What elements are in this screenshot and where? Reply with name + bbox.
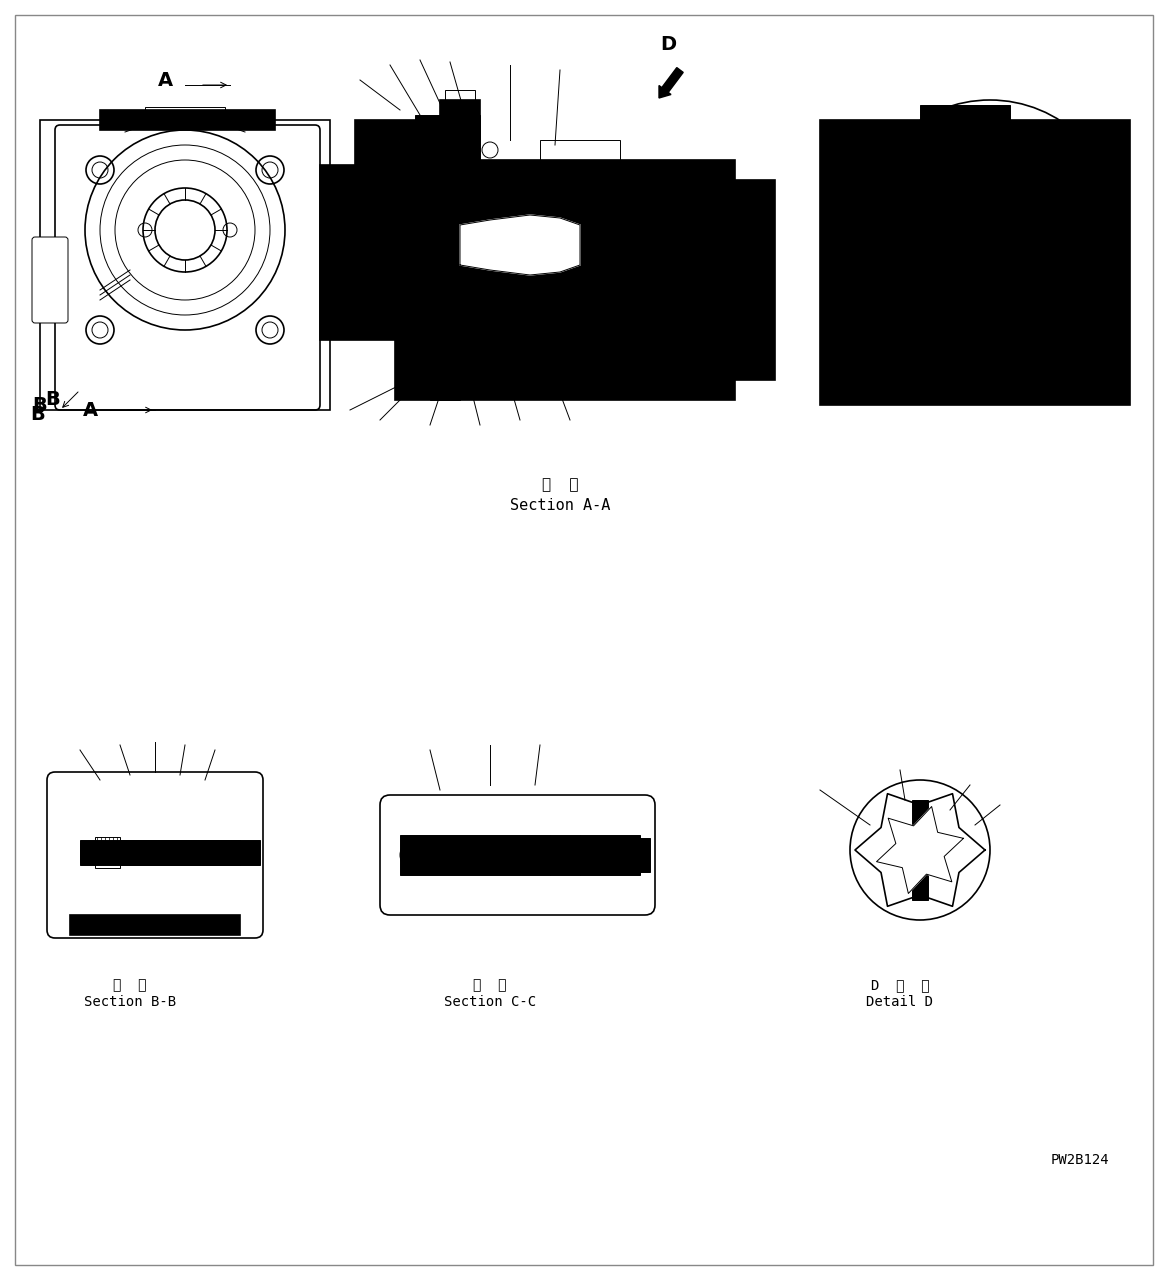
Bar <box>912 800 929 900</box>
Bar <box>331 252 334 260</box>
Text: B: B <box>33 396 48 415</box>
Bar <box>79 840 260 865</box>
FancyBboxPatch shape <box>32 237 68 323</box>
Text: C: C <box>1085 210 1099 229</box>
Bar <box>920 105 1010 125</box>
Text: Section B-B: Section B-B <box>84 995 176 1009</box>
Bar <box>79 844 95 861</box>
FancyBboxPatch shape <box>55 125 320 410</box>
Bar <box>371 252 376 260</box>
Bar <box>430 340 460 399</box>
Bar <box>366 252 370 260</box>
Bar <box>355 120 480 165</box>
Bar <box>600 160 630 172</box>
Text: C: C <box>1100 291 1114 308</box>
Bar <box>695 180 776 380</box>
Polygon shape <box>855 794 985 906</box>
Text: D: D <box>660 35 676 54</box>
FancyBboxPatch shape <box>380 795 655 915</box>
Bar <box>342 252 346 260</box>
Text: A: A <box>83 401 98 420</box>
Bar <box>348 252 352 260</box>
Text: Detail D: Detail D <box>867 995 933 1009</box>
FancyBboxPatch shape <box>47 772 263 938</box>
Text: 断  面: 断 面 <box>113 978 147 992</box>
Bar <box>360 252 364 260</box>
Bar <box>145 108 225 125</box>
Bar <box>930 105 1000 115</box>
Polygon shape <box>876 806 964 893</box>
Bar <box>95 837 120 868</box>
Bar <box>70 915 239 934</box>
Text: B: B <box>46 390 60 410</box>
Text: Section C-C: Section C-C <box>444 995 536 1009</box>
Text: D  詳  細: D 詳 細 <box>870 978 930 992</box>
Bar <box>100 110 274 131</box>
Text: B: B <box>30 404 44 424</box>
Bar <box>651 225 680 255</box>
Bar <box>354 252 359 260</box>
Polygon shape <box>460 215 580 275</box>
Bar <box>635 838 651 872</box>
Text: Section A-A: Section A-A <box>509 498 610 512</box>
Bar <box>600 230 645 250</box>
FancyArrow shape <box>659 68 683 99</box>
Bar <box>320 165 450 340</box>
Bar <box>820 120 1129 404</box>
Bar <box>120 840 239 865</box>
Bar <box>395 160 735 399</box>
Bar <box>540 140 620 170</box>
Bar <box>399 835 640 876</box>
Bar <box>440 100 480 125</box>
Bar <box>336 252 340 260</box>
Text: 断  面: 断 面 <box>473 978 507 992</box>
Bar <box>430 125 480 160</box>
Bar <box>445 90 475 105</box>
Bar <box>331 225 710 255</box>
Text: A: A <box>158 70 173 90</box>
Bar <box>40 120 331 410</box>
Text: 断  面: 断 面 <box>542 477 578 493</box>
Bar <box>415 115 480 145</box>
Text: PW2B124: PW2B124 <box>1051 1153 1110 1167</box>
